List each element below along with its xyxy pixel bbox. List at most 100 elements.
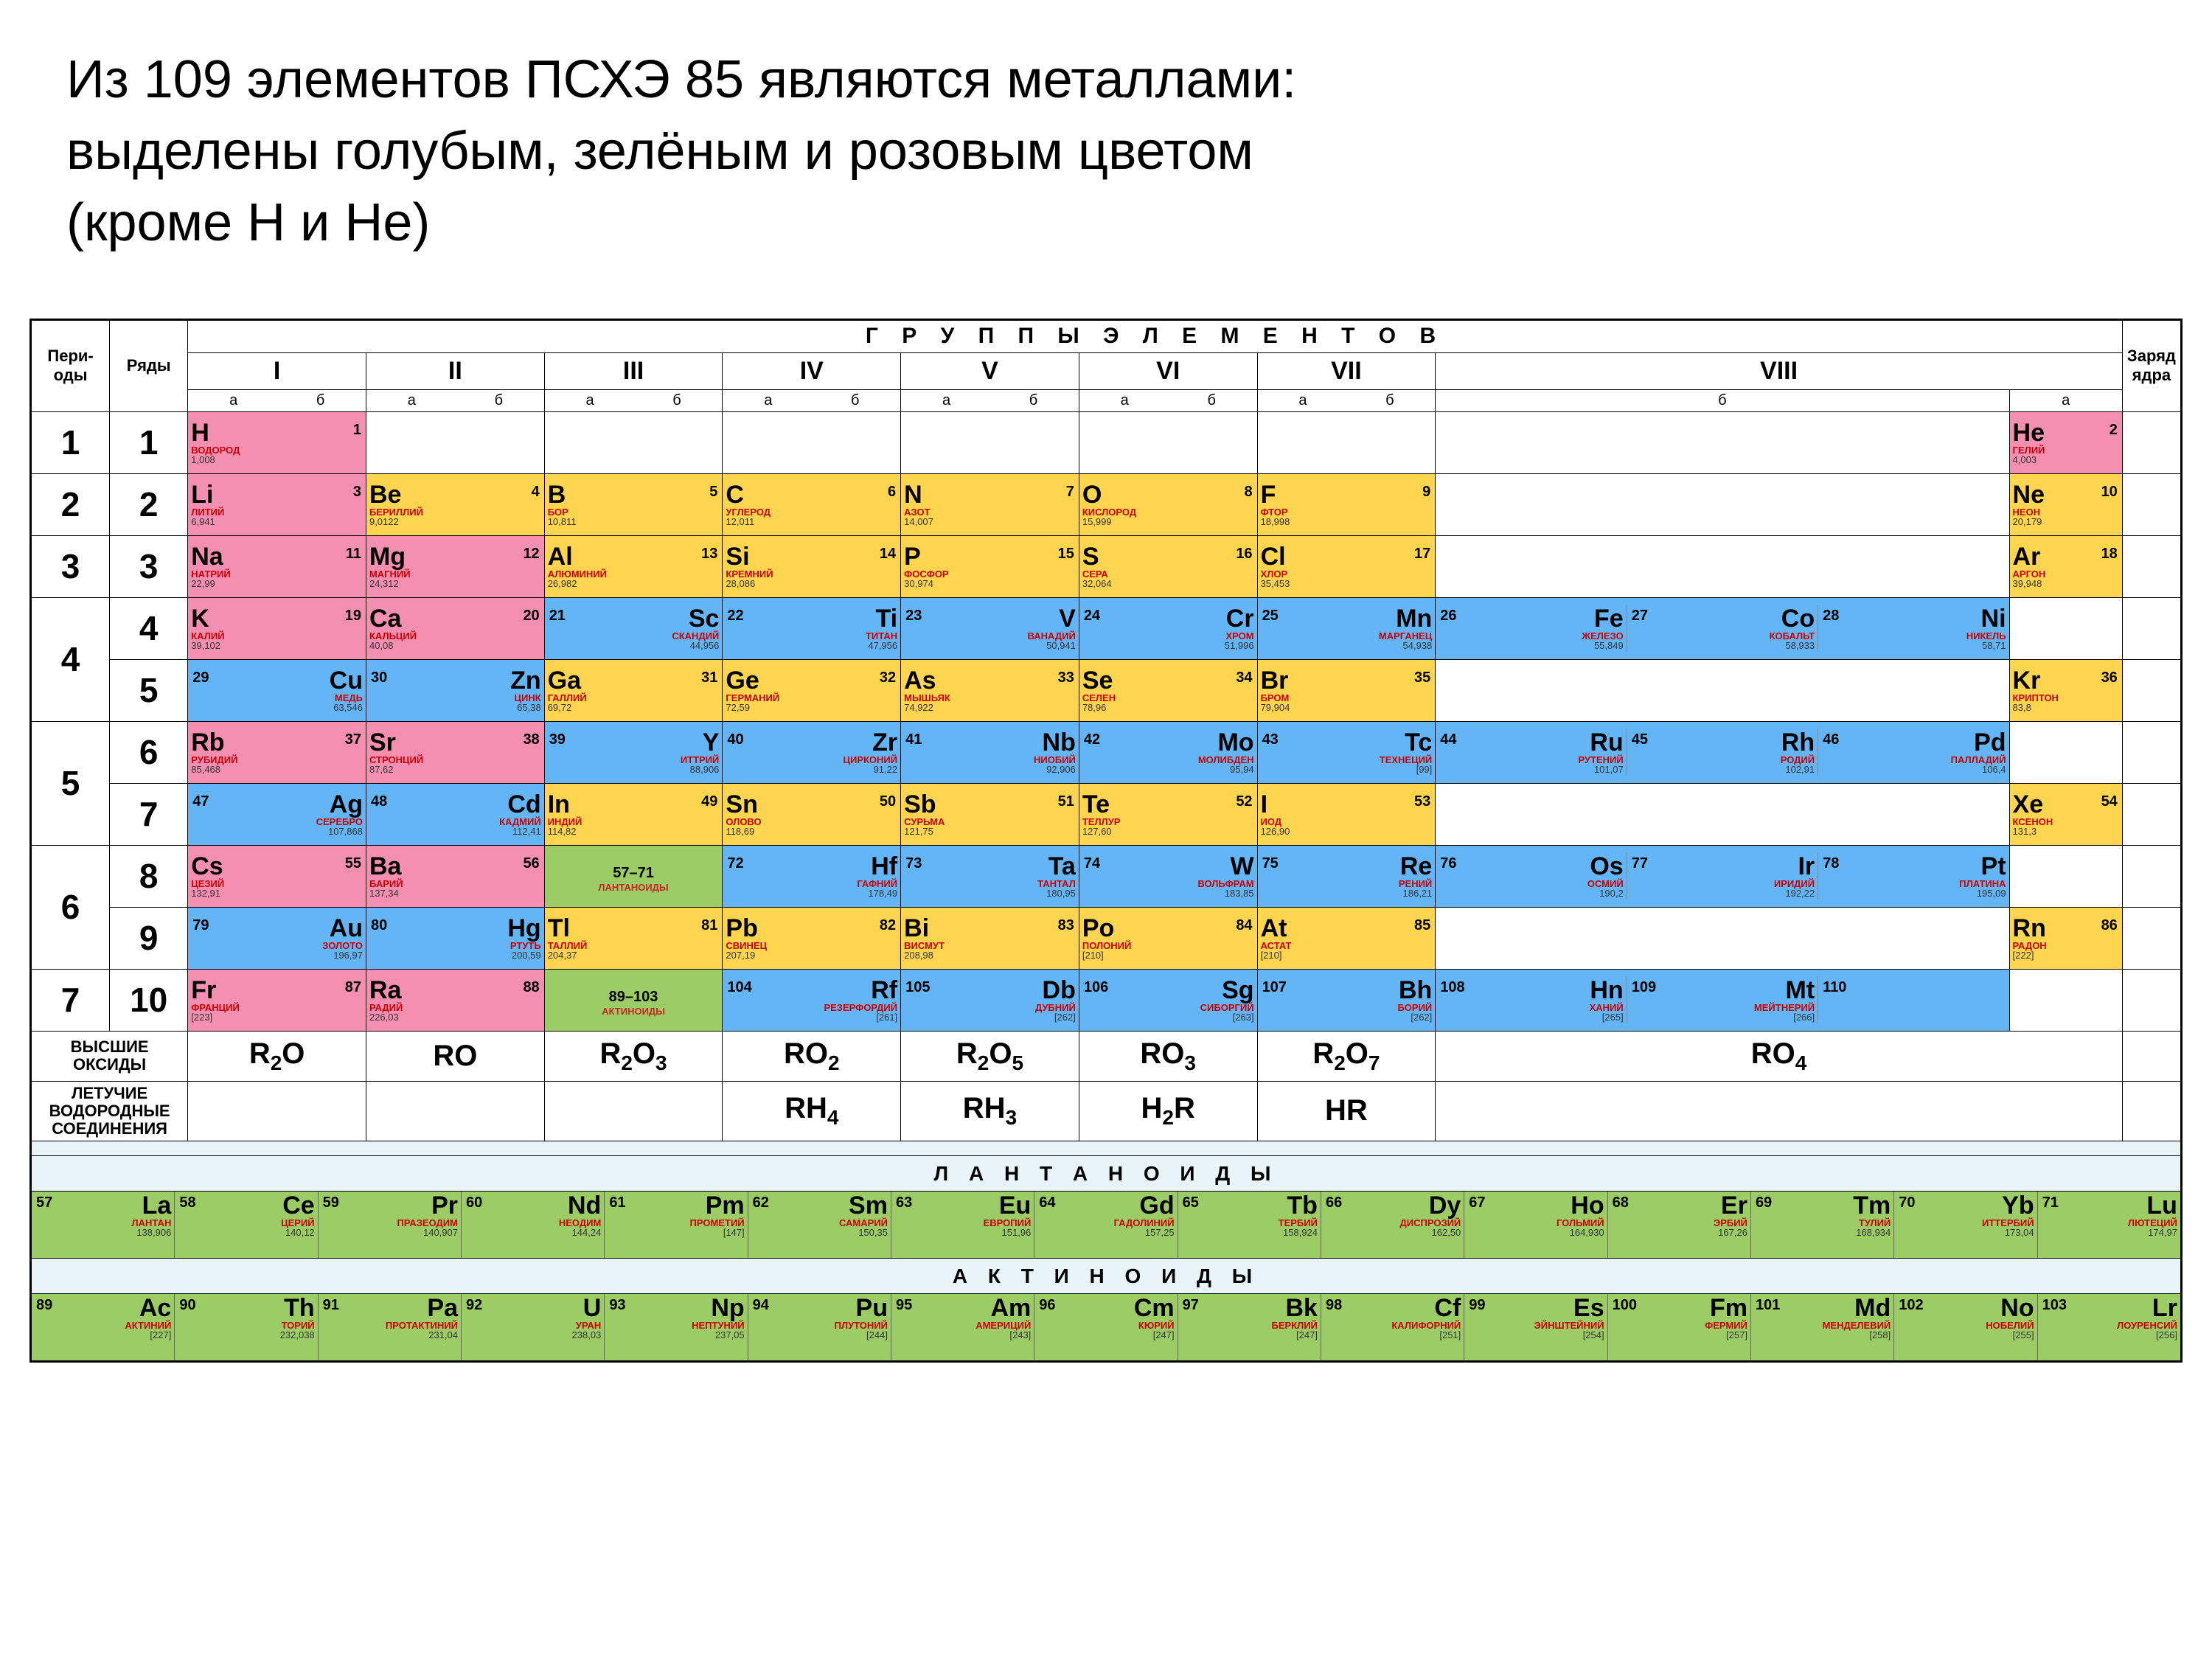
element-xe: Xe 54 КСЕНОН 131,3 — [2010, 790, 2122, 838]
element-ta: Ta 73 ТАНТАЛ 180,95 — [901, 852, 1079, 900]
element-be: Be 4 БЕРИЛЛИЙ 9,0122 — [366, 481, 544, 528]
element-ra: Ra 88 РАДИЙ 226,03 — [366, 976, 544, 1023]
cell-5-3: Ga 31 ГАЛЛИЙ 69,72 — [544, 659, 723, 721]
element-tb: Tb 65 ТЕРБИЙ 158,924 — [1178, 1192, 1321, 1258]
cell-2-4: C 6 УГЛЕРОД 12,011 — [723, 473, 901, 535]
title-line-3: (кроме Н и Не) — [66, 193, 430, 252]
header-rows: Ряды — [110, 320, 188, 411]
cell-8-4: Hf 72 ГАФНИЙ 178,49 — [723, 845, 901, 907]
cell-10-6: Sg 106 СИБОРГИЙ [263] — [1079, 969, 1257, 1031]
element-no: No 102 НОБЕЛИЙ [255] — [1894, 1294, 2037, 1360]
element-br: Br 35 БРОМ 79,904 — [1258, 667, 1436, 714]
element-pt: Pt 78 ПЛАТИНА 195,09 — [1818, 852, 2008, 900]
element-as: As 33 МЫШЬЯК 74,922 — [901, 667, 1079, 714]
header-ab-3: аб — [723, 389, 901, 411]
element-w: W 74 ВОЛЬФРАМ 183,85 — [1079, 852, 1257, 900]
element-se: Se 34 СЕЛЕН 78,96 — [1079, 667, 1257, 714]
element-nd: Nd 60 НЕОДИМ 144,24 — [462, 1192, 605, 1258]
cell-4-8b: Fe 26 ЖЕЛЕЗО 55,849Co 27 КОБАЛЬТ 58,933N… — [1436, 597, 2009, 659]
cell-6-7: Tc 43 ТЕХНЕЦИЙ [99] — [1257, 721, 1436, 783]
cell-7-3: In 49 ИНДИЙ 114,82 — [544, 783, 723, 845]
element-am: Am 95 АМЕРИЦИЙ [243] — [891, 1294, 1034, 1360]
element-os: Os 76 ОСМИЙ 190,2 — [1436, 852, 1627, 900]
element-al: Al 13 АЛЮМИНИЙ 26,982 — [545, 543, 723, 590]
element-tl: Tl 81 ТАЛЛИЙ 204,37 — [545, 914, 723, 961]
cell-4-3: Sc 21 СКАНДИЙ 44,956 — [544, 597, 723, 659]
cell-7-2: Cd 48 КАДМИЙ 112,41 — [366, 783, 544, 845]
element-hf: Hf 72 ГАФНИЙ 178,49 — [723, 852, 900, 900]
periodic-table-grid: Пери-одыРядыГ Р У П П Ы Э Л Е М Е Н Т О … — [31, 320, 2181, 1362]
element-zn: Zn 30 ЦИНК 65,38 — [366, 667, 544, 714]
element-pu: Pu 94 ПЛУТОНИЙ [244] — [748, 1294, 891, 1360]
row-1: 1 — [110, 411, 188, 473]
element-fr: Fr 87 ФРАНЦИЙ [223] — [188, 976, 366, 1023]
element-b: B 5 БОР 10,811 — [545, 481, 723, 528]
element-rf: Rf 104 РЕЗЕРФОРДИЙ [261] — [723, 976, 900, 1023]
element-pb: Pb 82 СВИНЕЦ 207,19 — [723, 914, 900, 961]
periodic-table: Пери-одыРядыГ Р У П П Ы Э Л Е М Е Н Т О … — [29, 319, 2183, 1363]
cell-6-4: Zr 40 ЦИРКОНИЙ 91,22 — [723, 721, 901, 783]
element-ho: Ho 67 ГОЛЬМИЙ 164,930 — [1464, 1192, 1607, 1258]
edge-4 — [2122, 597, 2180, 659]
element-fe: Fe 26 ЖЕЛЕЗО 55,849 — [1436, 605, 1627, 652]
header-group-VIII: VIII — [1436, 352, 2123, 389]
cell-3-7: Cl 17 ХЛОР 35,453 — [1257, 535, 1436, 597]
lanthanides-title: Л А Н Т А Н О И Д Ы — [32, 1156, 2181, 1192]
cell-8-2: Ba 56 БАРИЙ 137,34 — [366, 845, 544, 907]
cell-4-2: Ca 20 КАЛЬЦИЙ 40,08 — [366, 597, 544, 659]
cell-7-1: Ag 47 СЕРЕБРО 107,868 — [188, 783, 366, 845]
cell-8-8a-empty — [2009, 845, 2122, 907]
edge-2 — [2122, 473, 2180, 535]
element-nb: Nb 41 НИОБИЙ 92,906 — [901, 728, 1079, 776]
element-ar: Ar 18 АРГОН 39,948 — [2010, 543, 2122, 590]
cell-4-7: Mn 25 МАРГАНЕЦ 54,938 — [1257, 597, 1436, 659]
element-c: C 6 УГЛЕРОД 12,011 — [723, 481, 900, 528]
period-6: 6 — [32, 845, 110, 969]
hydrides-edge — [2122, 1081, 2180, 1141]
cell-2-6: O 8 КИСЛОРОД 15,999 — [1079, 473, 1257, 535]
element-cr: Cr 24 ХРОМ 51,996 — [1079, 605, 1257, 652]
element-n: N 7 АЗОТ 14,007 — [901, 481, 1079, 528]
cell-8-1: Cs 55 ЦЕЗИЙ 132,91 — [188, 845, 366, 907]
hydride-6: HR — [1257, 1081, 1436, 1141]
element-eu: Eu 63 ЕВРОПИЙ 151,96 — [891, 1192, 1034, 1258]
cell-10-8a-empty — [2009, 969, 2122, 1031]
element-db: Db 105 ДУБНИЙ [262] — [901, 976, 1079, 1023]
cell-8-5: Ta 73 ТАНТАЛ 180,95 — [901, 845, 1079, 907]
period-1: 1 — [32, 411, 110, 473]
period-4: 4 — [32, 597, 110, 721]
cell-4-6: Cr 24 ХРОМ 51,996 — [1079, 597, 1257, 659]
element-th: Th 90 ТОРИЙ 232,038 — [175, 1294, 318, 1360]
header-group-V: V — [901, 352, 1079, 389]
element-ce: Ce 58 ЦЕРИЙ 140,12 — [175, 1192, 318, 1258]
element-es: Es 99 ЭЙНШТЕЙНИЙ [254] — [1464, 1294, 1607, 1360]
element-ge: Ge 32 ГЕРМАНИЙ 72,59 — [723, 667, 900, 714]
hydride-4: RH3 — [901, 1081, 1079, 1141]
edge-9 — [2122, 907, 2180, 969]
element-md: Md 101 МЕНДЕЛЕВИЙ [258] — [1751, 1294, 1894, 1360]
row-6: 6 — [110, 721, 188, 783]
oxide-6: R2O7 — [1257, 1031, 1436, 1081]
element-ac: Ac 89 АКТИНИЙ [227] — [32, 1294, 175, 1360]
element-hn: Hn 108 ХАНИЙ [265] — [1436, 976, 1627, 1023]
cell-7-8b-empty — [1436, 783, 2009, 845]
period-5: 5 — [32, 721, 110, 845]
lanthanides-row: La 57 ЛАНТАН 138,906Ce 58 ЦЕРИЙ 140,12Pr… — [32, 1192, 2181, 1259]
element-sr: Sr 38 СТРОНЦИЙ 87,62 — [366, 728, 544, 776]
edge-1 — [2122, 411, 2180, 473]
element-zr: Zr 40 ЦИРКОНИЙ 91,22 — [723, 728, 900, 776]
element-mn: Mn 25 МАРГАНЕЦ 54,938 — [1258, 605, 1436, 652]
cell-10-8b: Hn 108 ХАНИЙ [265]Mt 109 МЕЙТНЕРИЙ [266]… — [1436, 969, 2009, 1031]
header-group-IV: IV — [723, 352, 901, 389]
cell-1-8a: He 2 ГЕЛИЙ 4,003 — [2009, 411, 2122, 473]
element-tm: Tm 69 ТУЛИЙ 168,934 — [1751, 1192, 1894, 1258]
cell-3-1: Na 11 НАТРИЙ 22,99 — [188, 535, 366, 597]
cell-empty-1-4 — [723, 411, 901, 473]
element-o: O 8 КИСЛОРОД 15,999 — [1079, 481, 1257, 528]
oxide-4: R2O5 — [901, 1031, 1079, 1081]
cell-6-8b: Ru 44 РУТЕНИЙ 101,07Rh 45 РОДИЙ 102,91Pd… — [1436, 721, 2009, 783]
element-in: In 49 ИНДИЙ 114,82 — [545, 790, 723, 838]
cell-2-7: F 9 ФТОР 18,998 — [1257, 473, 1436, 535]
header-periods: Пери-оды — [32, 320, 110, 411]
element-h: H 1 ВОДОРОД 1,008 — [188, 419, 366, 466]
